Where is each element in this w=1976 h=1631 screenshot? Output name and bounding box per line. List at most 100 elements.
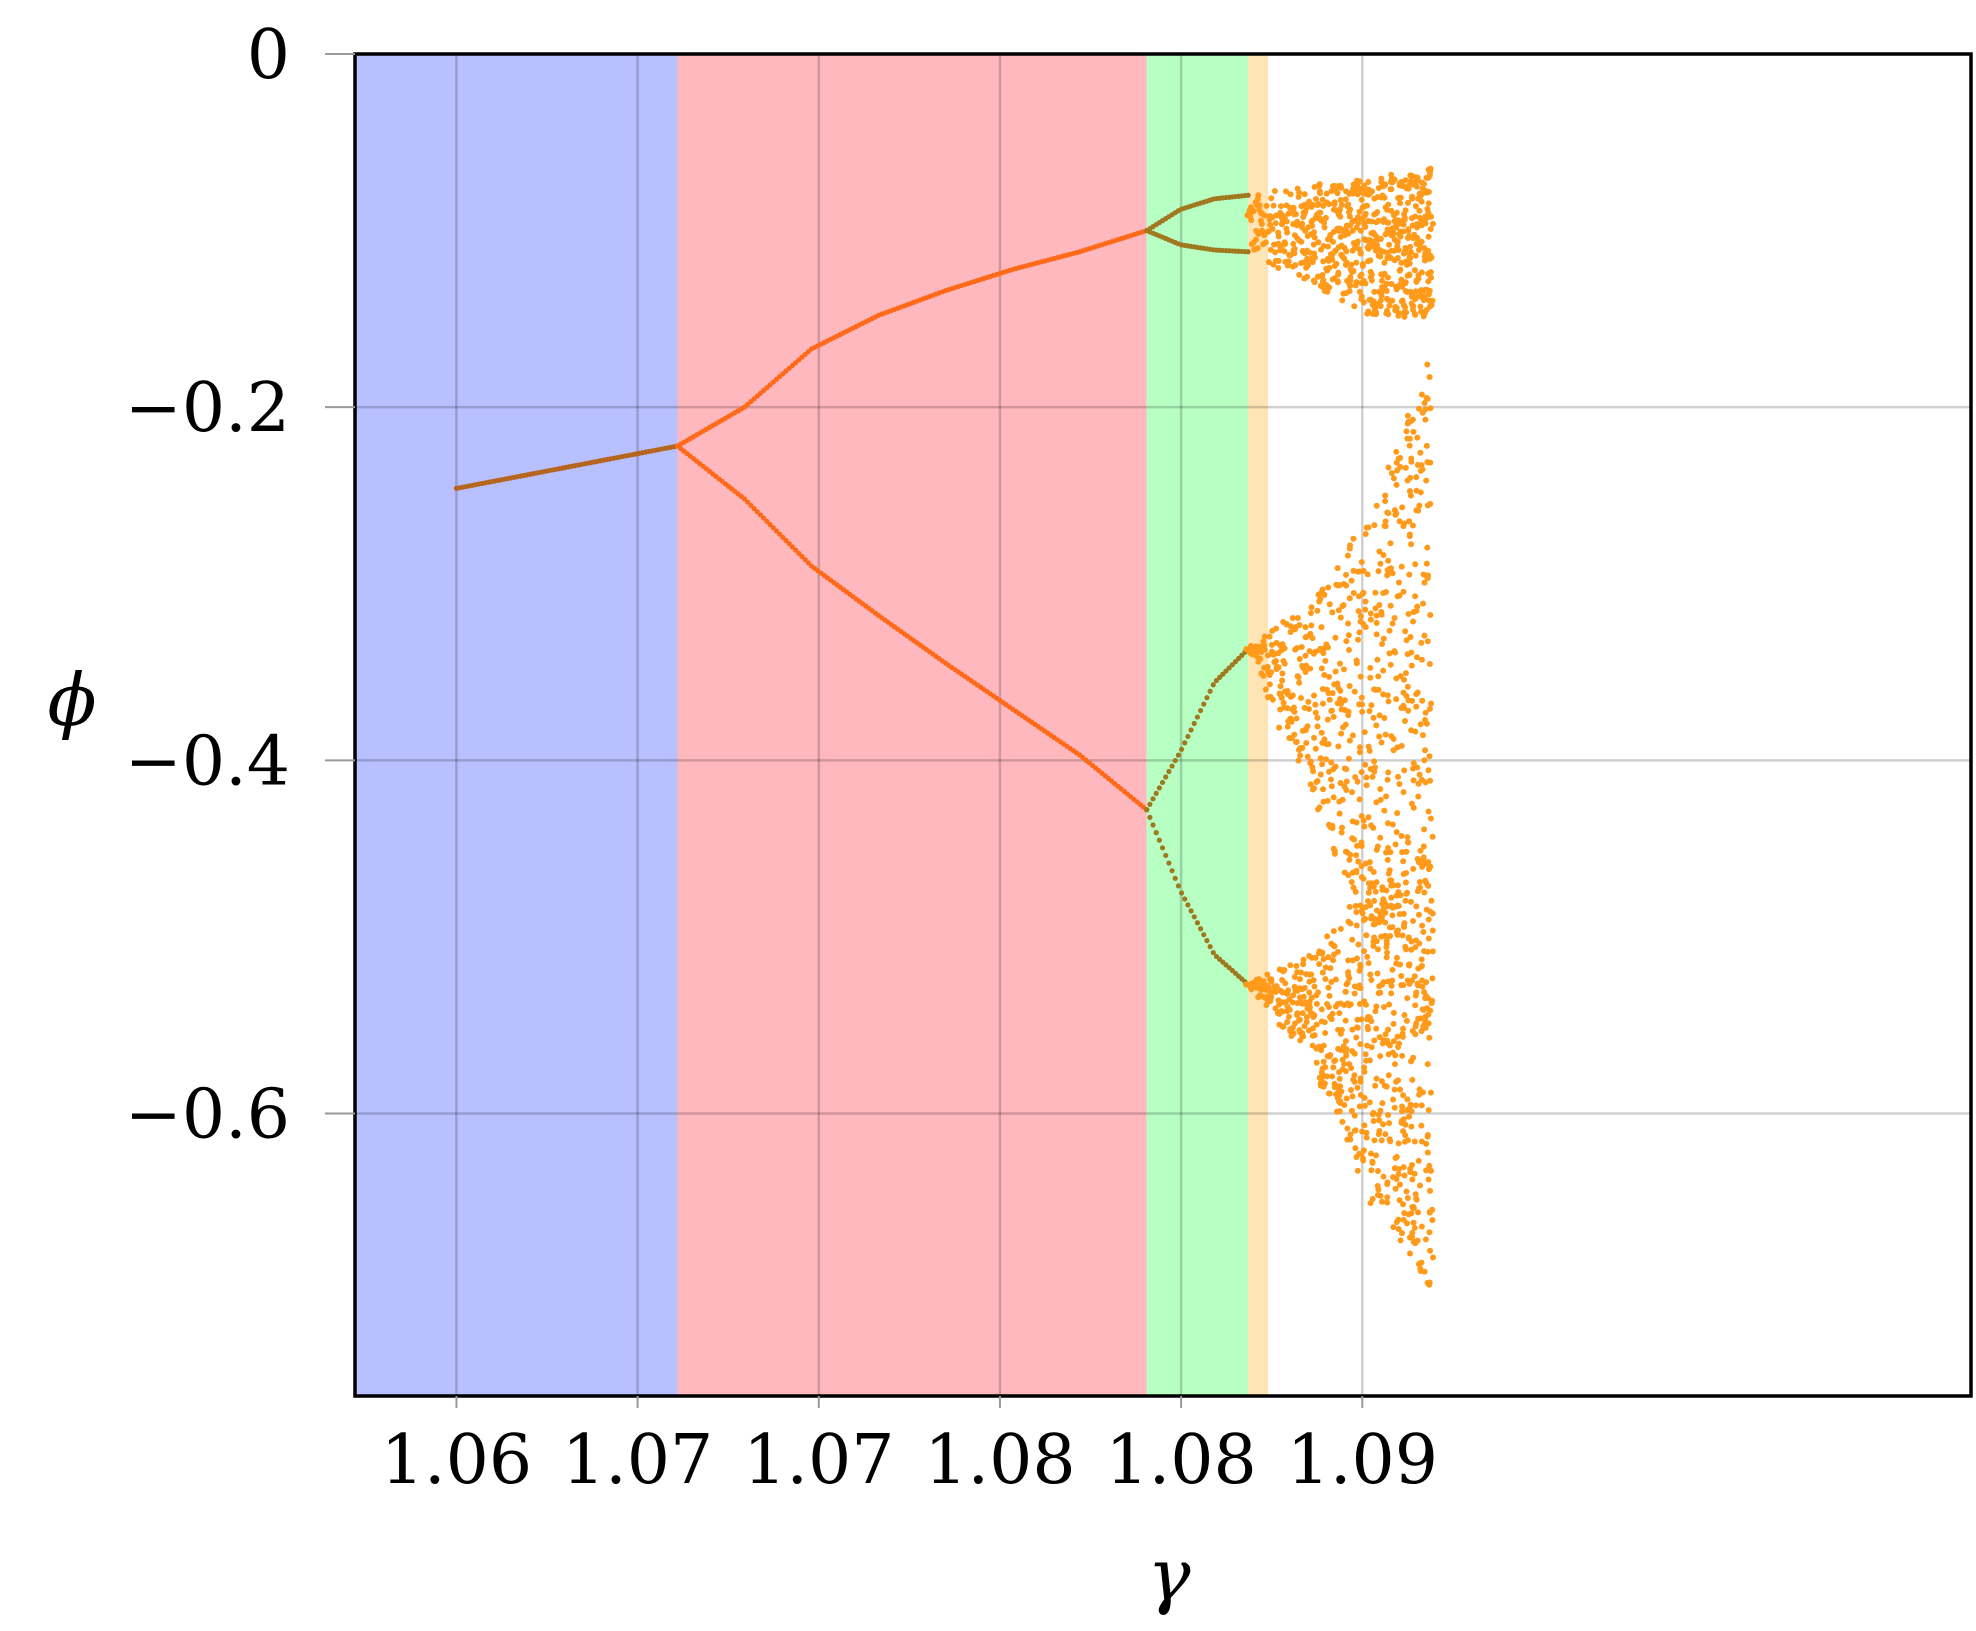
chaos-band-2-point (1348, 577, 1355, 584)
chaos-band-2-point (1403, 637, 1410, 644)
chaos-band-2-point (1385, 464, 1392, 471)
chaos-band-1-point (1416, 207, 1423, 214)
chaos-band-3-point (1397, 892, 1404, 899)
chaos-band-1-point (1349, 268, 1356, 275)
chaos-band-3-point (1408, 946, 1415, 953)
chaos-band-2-point (1371, 522, 1378, 529)
chaos-band-2-point (1343, 778, 1350, 785)
chaos-band-3-point (1300, 961, 1307, 968)
chaos-band-2-point (1280, 699, 1287, 706)
chaos-band-2-point (1404, 683, 1411, 690)
chaos-band-2-point (1302, 652, 1309, 659)
chaos-band-2-point (1329, 825, 1336, 832)
chaos-band-2-point (1362, 761, 1369, 768)
chaos-band-2-point (1339, 824, 1346, 831)
chaos-band-1-point (1406, 260, 1413, 267)
chaos-band-3-point (1354, 1167, 1361, 1174)
chaos-band-2-point (1410, 917, 1417, 924)
chaos-band-3-point (1319, 969, 1326, 976)
chaos-band-3-point (1376, 1117, 1383, 1124)
chaos-band-1-point (1346, 288, 1353, 295)
chaos-band-3-point (1350, 1076, 1357, 1083)
chaos-band-1-point (1405, 226, 1412, 233)
chaos-band-1-point (1412, 213, 1419, 220)
chaos-band-2-point (1294, 673, 1301, 680)
chaos-band-2-point (1329, 609, 1336, 616)
chaos-band-2-point (1362, 598, 1369, 605)
chaos-band-3-point (1415, 911, 1422, 918)
chaos-band-2-point (1345, 872, 1352, 879)
branch-6-point (1159, 779, 1166, 786)
chaos-band-2-point (1372, 589, 1379, 596)
branch-3-point (751, 505, 757, 512)
chaos-band-3-point (1416, 878, 1423, 885)
chaos-band-3-point (1425, 1176, 1432, 1183)
chaos-band-2-point (1355, 858, 1362, 865)
chaos-band-3-point (1414, 1237, 1421, 1244)
chaos-band-2-point (1318, 624, 1325, 631)
chaos-band-2-point (1309, 635, 1316, 642)
branch-6-point (1194, 714, 1201, 720)
chaos-band-2-point (1390, 735, 1397, 742)
chaos-band-2-point (1413, 474, 1420, 481)
chaos-band-2-point (1360, 567, 1367, 574)
chaos-band-3-point (1402, 1121, 1409, 1128)
branch-6-point (1178, 746, 1185, 752)
chaos-band-1-point (1377, 297, 1384, 304)
chaos-band-1-point (1272, 257, 1279, 264)
chaos-band-1-point (1421, 257, 1428, 264)
chaos-band-2-point (1362, 624, 1369, 631)
chaos-band-3-point (1329, 1010, 1336, 1017)
chaos-band-3-point (1419, 863, 1426, 870)
chaos-band-2-point (1291, 708, 1298, 715)
chaos-band-1-point (1414, 224, 1421, 231)
chaos-band-1-point (1309, 259, 1316, 266)
chaos-band-2-point (1355, 636, 1362, 643)
chaos-band-3-point (1316, 961, 1323, 968)
chaos-band-3-point (1353, 908, 1360, 915)
chaos-band-1-point (1372, 210, 1379, 217)
chaos-band-2-point (1365, 889, 1372, 896)
chaos-band-1-point (1362, 189, 1369, 196)
chaos-band-3-point (1330, 928, 1337, 935)
chaos-band-2-point (1284, 687, 1291, 694)
chaos-band-1-point (1402, 177, 1409, 184)
branch-6-point (1239, 652, 1245, 658)
chaos-band-3-point (1428, 1000, 1435, 1007)
chaos-band-3-point (1412, 1023, 1419, 1030)
chaos-band-1-point (1284, 229, 1291, 236)
chaos-band-3-point (1336, 1075, 1343, 1082)
chaos-band-3-point (1351, 1112, 1358, 1119)
chaos-band-1-point (1385, 219, 1392, 226)
chaos-band-3-point (1379, 900, 1386, 907)
branch-7-point (1210, 949, 1216, 956)
chaos-band-1-point (1290, 240, 1297, 247)
branch-3-point (789, 544, 795, 550)
chaos-band-2-point (1358, 694, 1365, 701)
chaos-band-2-point (1341, 697, 1348, 704)
chaos-band-1-point (1282, 188, 1289, 195)
chaos-band-2-point (1335, 743, 1342, 750)
chaos-band-3-point (1410, 1203, 1417, 1210)
chaos-band-2-point (1421, 579, 1428, 586)
chaos-band-2-point (1389, 924, 1396, 931)
chaos-band-2-point (1348, 879, 1355, 886)
chaos-band-2-point (1347, 851, 1354, 858)
chaos-band-3-point (1367, 1150, 1374, 1157)
chaos-band-1-point (1290, 249, 1297, 256)
chaos-band-2-point (1373, 619, 1380, 626)
chaos-band-1-point (1362, 280, 1369, 287)
chaos-band-2-point (1338, 829, 1345, 836)
chaos-band-1-point (1312, 196, 1319, 203)
chaos-band-3-point (1403, 1220, 1410, 1227)
chaos-band-1-point (1331, 249, 1338, 256)
chaos-band-2-point (1407, 492, 1414, 499)
chaos-band-2-point (1426, 753, 1433, 760)
chaos-band-3-point (1373, 1003, 1380, 1010)
chaos-band-2-point (1423, 477, 1430, 484)
chaos-band-1-point (1263, 202, 1270, 209)
chaos-band-2-point (1423, 720, 1430, 727)
chaos-band-2-point (1343, 638, 1350, 645)
chaos-band-2-point (1367, 610, 1374, 617)
chaos-band-2-point (1422, 416, 1429, 423)
